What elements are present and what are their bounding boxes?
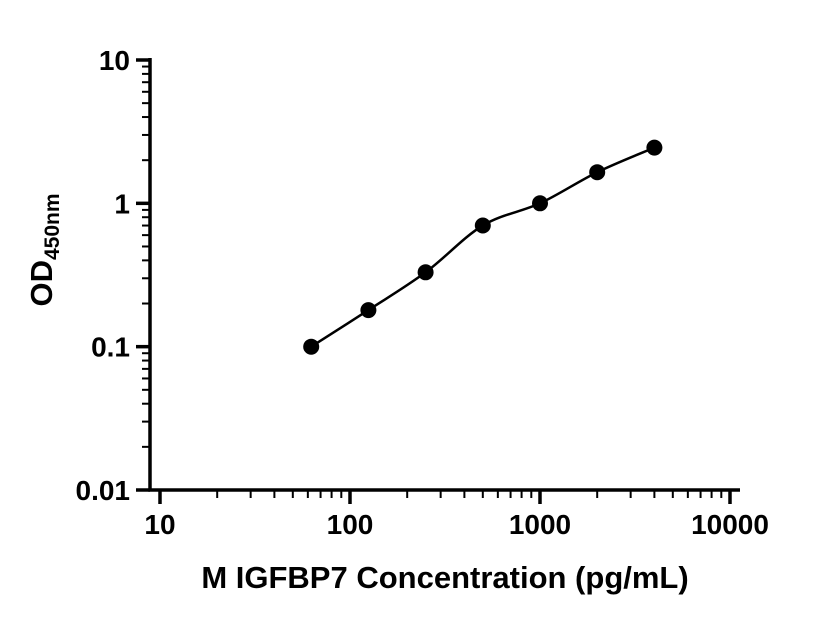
y-axis-label: OD450nm <box>24 193 64 306</box>
data-point <box>474 217 491 234</box>
data-point <box>360 302 377 319</box>
y-tick-label: 10 <box>99 45 130 76</box>
y-axis-major-ticks <box>136 58 150 492</box>
data-point <box>532 195 548 212</box>
y-axis-minor-ticks <box>142 65 150 448</box>
x-axis-minor-ticks <box>216 490 723 498</box>
x-axis-tick-labels: 10 100 1000 10000 <box>144 509 769 540</box>
x-tick-label: 100 <box>327 509 374 540</box>
y-tick-label: 1 <box>114 188 130 219</box>
data-point <box>417 264 434 281</box>
y-axis-label-main: OD <box>24 260 59 307</box>
data-point <box>646 139 663 156</box>
x-tick-label: 10000 <box>691 509 769 540</box>
x-tick-label: 10 <box>144 509 175 540</box>
x-tick-label: 1000 <box>509 509 571 540</box>
axes-frame <box>148 58 740 492</box>
y-axis-label-subscript: 450nm <box>41 193 64 260</box>
data-point <box>303 338 320 355</box>
y-tick-label: 0.01 <box>76 475 131 506</box>
x-axis-major-ticks <box>158 490 732 504</box>
y-axis-tick-labels: 0.01 0.1 1 10 <box>76 45 131 506</box>
x-axis-label: M IGFBP7 Concentration (pg/mL) <box>201 560 688 595</box>
data-points <box>303 139 663 355</box>
data-point <box>589 164 606 181</box>
y-tick-label: 0.1 <box>91 332 130 363</box>
